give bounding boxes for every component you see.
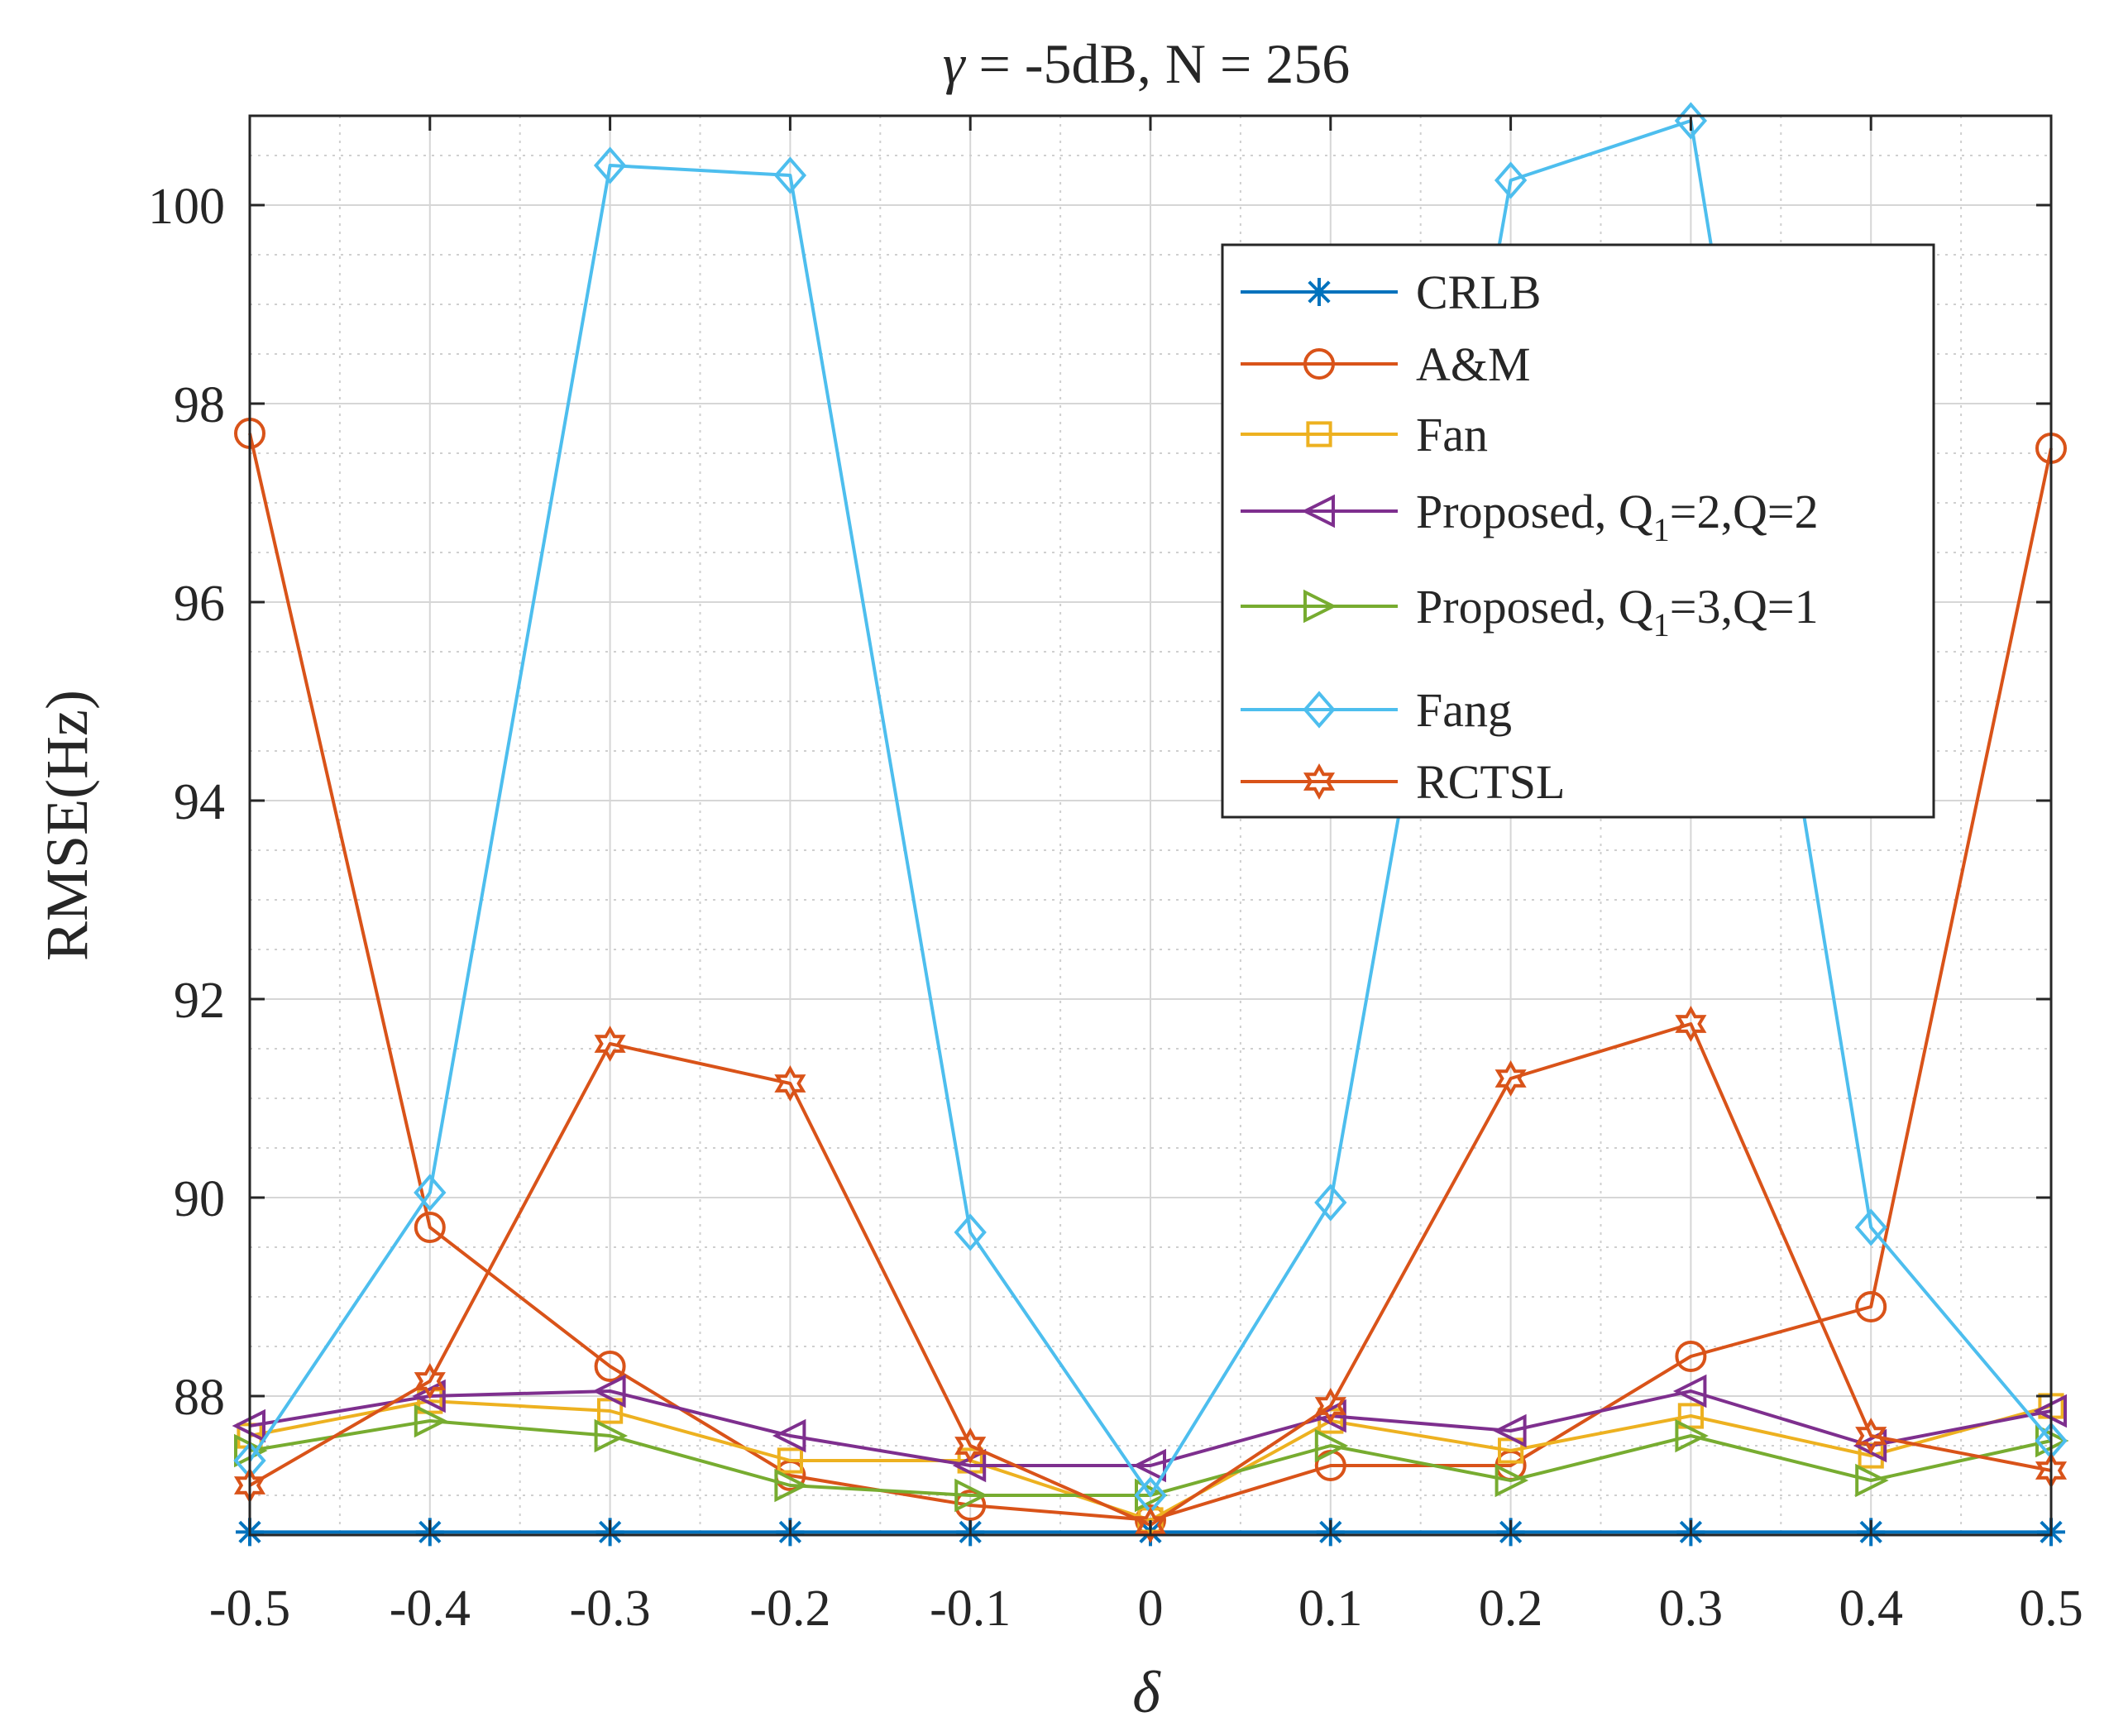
data-point-triangle-left xyxy=(772,1418,806,1453)
x-tick-label: -0.5 xyxy=(209,1581,290,1637)
legend-box xyxy=(1221,243,1935,819)
data-point-triangle-right xyxy=(414,1404,448,1438)
data-point-circle xyxy=(414,1212,446,1243)
x-tick-label: 0.2 xyxy=(1479,1581,1543,1637)
data-point-triangle-left xyxy=(1493,1413,1527,1448)
y-tick-label: 98 xyxy=(174,377,225,433)
data-point-diamond xyxy=(593,146,627,184)
x-tick-label: -0.4 xyxy=(390,1581,471,1637)
data-point-triangle-left xyxy=(1132,1448,1166,1483)
legend-label-text: A&M xyxy=(1416,337,1531,391)
title-gamma: γ xyxy=(943,32,967,95)
data-point-hexagram xyxy=(1855,1418,1887,1454)
data-point-diamond xyxy=(1314,1184,1347,1222)
legend-item: RCTSL xyxy=(1241,755,1566,809)
data-point-hexagram xyxy=(1314,1388,1346,1424)
legend-label-text: Fang xyxy=(1416,683,1512,737)
legend-label: RCTSL xyxy=(1416,755,1566,809)
data-point-circle xyxy=(1303,348,1335,380)
data-point-asterisk xyxy=(1305,278,1333,306)
data-point-diamond xyxy=(414,1174,447,1212)
data-point-diamond xyxy=(1854,1208,1887,1246)
legend-label: Proposed, Q1=2,Q=2 xyxy=(1416,485,1819,548)
legend-item: Fang xyxy=(1241,683,1512,737)
data-point-hexagram xyxy=(414,1363,446,1399)
legend-label: A&M xyxy=(1416,337,1531,391)
x-tick-label: 0.3 xyxy=(1659,1581,1724,1637)
x-tick-label: -0.1 xyxy=(930,1581,1011,1637)
data-point-hexagram xyxy=(1494,1060,1527,1097)
legend-label-text: Proposed, Q xyxy=(1416,485,1653,538)
data-point-triangle-right xyxy=(954,1478,988,1513)
data-point-diamond xyxy=(954,1213,987,1251)
y-tick-label: 92 xyxy=(174,973,225,1029)
data-point-hexagram xyxy=(1303,763,1336,800)
data-point-diamond xyxy=(1494,161,1528,199)
data-point-hexagram xyxy=(774,1065,806,1102)
data-point-square xyxy=(1306,421,1332,447)
data-point-triangle-right xyxy=(1494,1463,1529,1498)
data-point-hexagram xyxy=(1675,1006,1707,1042)
legend-label-text: Proposed, Q xyxy=(1416,580,1653,634)
legend-label-suffix: =3,Q=1 xyxy=(1670,580,1819,634)
chart-title: γ = -5dB, N = 256 xyxy=(943,32,1351,95)
legend-item: Proposed, Q1=3,Q=1 xyxy=(1241,580,1819,643)
legend-label: Proposed, Q1=3,Q=1 xyxy=(1416,580,1819,643)
data-point-triangle-right xyxy=(1855,1463,1889,1498)
data-point-hexagram xyxy=(594,1026,626,1062)
ticks: -0.5 -0.4 -0.3 -0.2 -0.1 0 0.1 0.2 0.3 0.4 0.5 88 90… xyxy=(148,116,2083,1637)
data-point-triangle-right xyxy=(1314,1428,1349,1463)
y-tick-label: 100 xyxy=(148,179,225,235)
data-point-triangle-right xyxy=(594,1418,629,1453)
x-tick-label: 0.4 xyxy=(1839,1581,1903,1637)
x-tick-label: 0 xyxy=(1138,1581,1164,1637)
series-line xyxy=(249,1389,2052,1467)
x-tick-label: -0.3 xyxy=(570,1581,651,1637)
legend-label: Fan xyxy=(1416,408,1488,461)
y-tick-label: 96 xyxy=(174,576,225,632)
title-rest: = -5dB, N = 256 xyxy=(964,32,1350,95)
x-tick-label: 0.1 xyxy=(1298,1581,1363,1637)
legend-label-text: RCTSL xyxy=(1416,755,1566,809)
data-point-triangle-left xyxy=(1672,1374,1707,1408)
legend-label: Fang xyxy=(1416,683,1512,737)
y-axis-label: RMSE(Hz) xyxy=(34,690,100,961)
data-point-circle xyxy=(594,1351,626,1382)
data-point-circle xyxy=(1855,1291,1887,1322)
data-point-triangle-left xyxy=(412,1379,446,1413)
legend-item: Proposed, Q1=2,Q=2 xyxy=(1241,485,1819,548)
y-tick-label: 94 xyxy=(174,774,225,830)
data-point-hexagram xyxy=(1134,1507,1167,1543)
legend-item: CRLB xyxy=(1241,265,1542,319)
legend-label-text: Fan xyxy=(1416,408,1488,461)
data-point-triangle-right xyxy=(1303,589,1337,624)
legend-item: Fan xyxy=(1241,408,1488,461)
x-axis-label: δ xyxy=(1132,1659,1161,1725)
x-tick-label: -0.2 xyxy=(749,1581,830,1637)
y-tick-label: 90 xyxy=(174,1171,225,1227)
x-tick-label: 0.5 xyxy=(2019,1581,2083,1637)
legend-label-subscript: 1 xyxy=(1653,606,1670,643)
legend-label-text: CRLB xyxy=(1416,265,1542,319)
legend-label-suffix: =2,Q=2 xyxy=(1670,485,1819,538)
data-point-circle xyxy=(1675,1341,1707,1372)
data-point-triangle-right xyxy=(774,1468,808,1503)
data-point-triangle-right xyxy=(1675,1418,1709,1453)
data-point-diamond xyxy=(1303,691,1336,729)
data-point-triangle-left xyxy=(1301,494,1335,528)
data-point-hexagram xyxy=(954,1428,987,1464)
data-point-triangle-left xyxy=(592,1374,626,1408)
data-point-square xyxy=(777,1447,803,1474)
legend-item: A&M xyxy=(1241,337,1531,391)
legend-label: CRLB xyxy=(1416,265,1542,319)
legend-label-subscript: 1 xyxy=(1653,511,1670,548)
y-tick-label: 88 xyxy=(174,1370,225,1426)
data-point-diamond xyxy=(773,156,807,194)
